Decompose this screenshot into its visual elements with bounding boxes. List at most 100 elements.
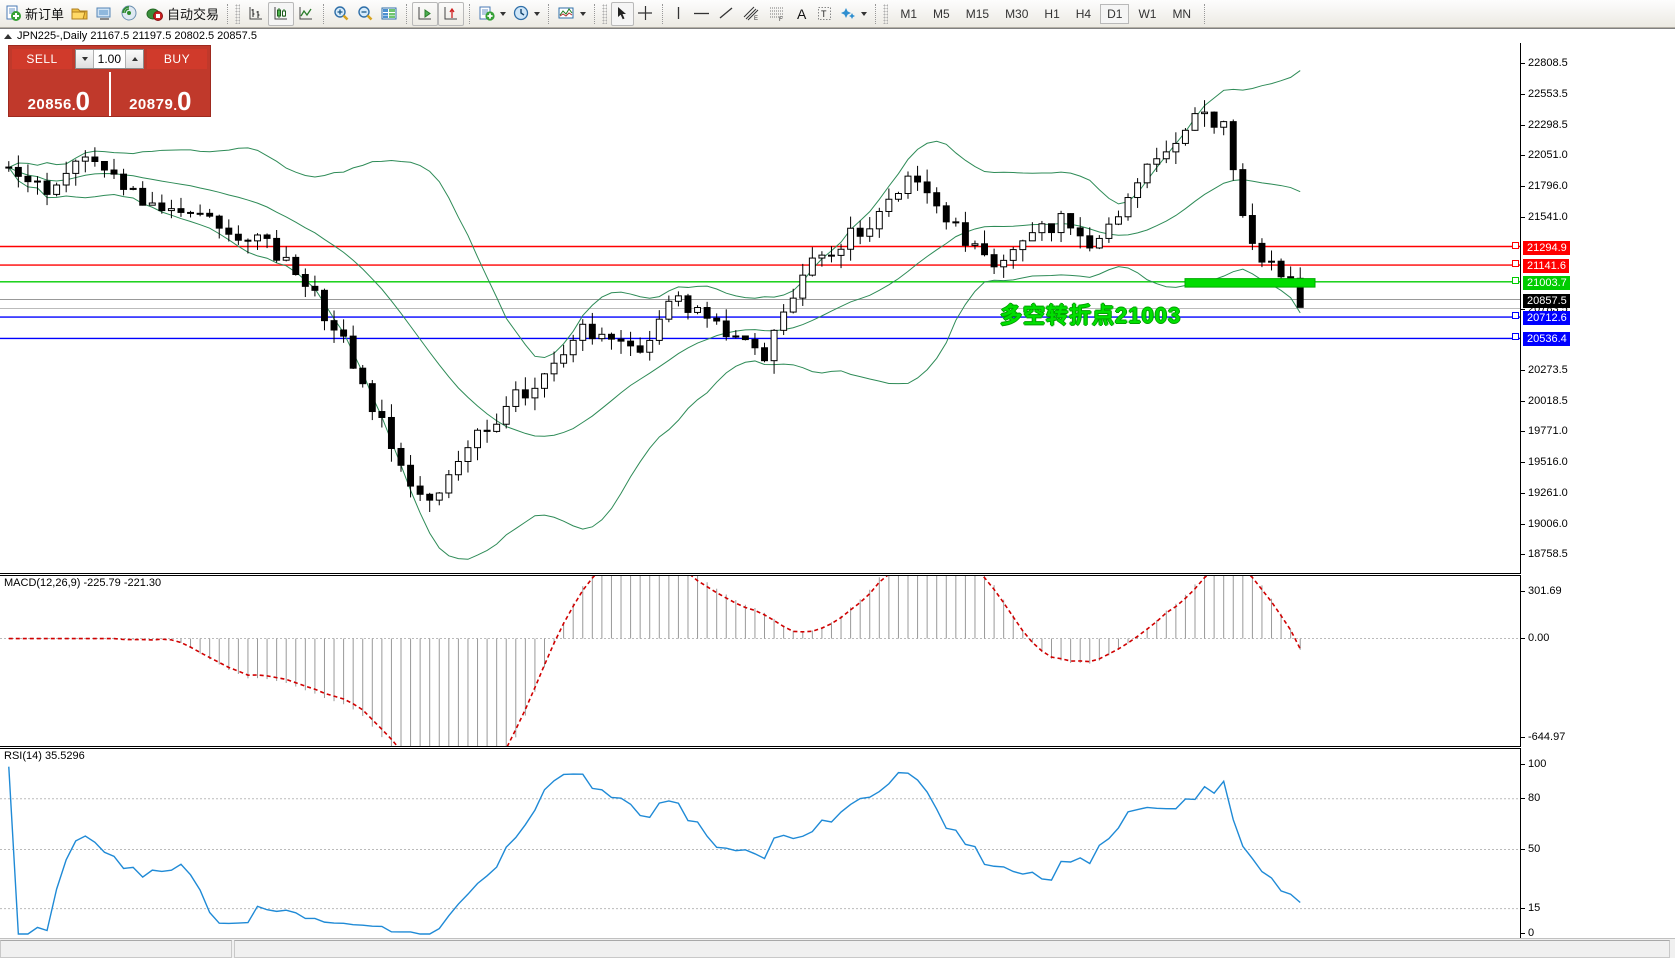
price-axis-tick: 20018.5 — [1521, 395, 1568, 407]
toolbar-separator — [662, 3, 664, 24]
volume-dropdown-button[interactable] — [76, 50, 94, 68]
chevron-down-icon[interactable] — [534, 11, 541, 16]
status-bar — [0, 938, 1675, 958]
zoom-out-button[interactable] — [353, 2, 377, 26]
chevron-down-icon — [81, 57, 88, 61]
timeframe-m5-button[interactable]: M5 — [933, 6, 950, 21]
timeframe-w1-button[interactable]: W1 — [1138, 6, 1157, 21]
price-level-badge[interactable]: 21003.7 — [1523, 275, 1570, 290]
macd-scale[interactable]: 301.69 0.00 -644.97 — [1520, 575, 1675, 747]
terminal-button[interactable] — [92, 2, 117, 26]
price-level-badge[interactable]: 20712.6 — [1523, 311, 1570, 326]
level-handle[interactable] — [1512, 312, 1519, 320]
folder-button[interactable] — [67, 2, 92, 26]
periods-button[interactable] — [509, 2, 543, 26]
fibonacci-button[interactable]: F — [765, 2, 790, 26]
crosshair-button[interactable] — [634, 2, 657, 26]
toolbar-separator — [875, 3, 877, 24]
horizontal-line-button[interactable] — [689, 2, 714, 26]
timeframe-m1-button[interactable]: M1 — [900, 6, 918, 21]
price-axis-tick: 22051.0 — [1521, 149, 1568, 161]
timeframe-d1-button[interactable]: D1 — [1100, 3, 1130, 24]
equidistant-channel-button[interactable]: E — [739, 2, 765, 26]
buy-button[interactable]: BUY — [147, 49, 207, 69]
indicators-icon — [557, 5, 576, 22]
objects-button[interactable] — [836, 2, 870, 26]
buy-price[interactable]: 20879 . 0 — [111, 72, 211, 116]
volume-value[interactable]: 1.00 — [97, 52, 121, 66]
octp-prices: 20856 . 0 20879 . 0 — [9, 72, 210, 116]
rsi-scale[interactable]: 100 80 50 15 0 — [1520, 748, 1675, 947]
chart-title-bar: JPN225-,Daily 21167.5 21197.5 20802.5 20… — [0, 29, 257, 43]
chevron-down-icon[interactable] — [500, 11, 507, 16]
price-level-badge[interactable]: 21141.6 — [1523, 259, 1569, 274]
line-chart-button[interactable] — [294, 2, 318, 26]
rsi-axis-tick: 50 — [1521, 843, 1540, 855]
timeframe-mn-button[interactable]: MN — [1172, 6, 1192, 21]
volume-stepper[interactable]: 1.00 — [75, 49, 144, 69]
zoom-in-button[interactable] — [329, 2, 353, 26]
price-level-badge[interactable]: 21294.9 — [1523, 240, 1570, 255]
vertical-line-button[interactable] — [668, 2, 689, 26]
chevron-up-icon — [131, 57, 138, 61]
toolbar-separator — [1204, 3, 1206, 24]
level-handle[interactable] — [1512, 260, 1519, 268]
text-label-button[interactable]: T — [813, 2, 836, 26]
shift-chart-button[interactable] — [412, 1, 439, 26]
toolbar-gripper[interactable] — [602, 3, 608, 24]
chevron-down-icon[interactable] — [580, 11, 587, 16]
macd-axis-tick: 301.69 — [1521, 585, 1562, 597]
templates-button[interactable] — [475, 2, 509, 26]
text-label-icon: T — [816, 5, 833, 22]
macd-pane[interactable]: MACD(12,26,9) -225.79 -221.30 — [0, 575, 1520, 747]
timeframe-h1-button[interactable]: H1 — [1044, 6, 1060, 21]
volume-increase-button[interactable] — [125, 50, 143, 68]
new-order-button[interactable]: 新订单 — [2, 2, 67, 26]
autotrading-button[interactable]: 自动交易 — [142, 2, 222, 26]
price-level-badge[interactable]: 20857.5 — [1523, 293, 1570, 308]
signals-button[interactable] — [117, 2, 142, 26]
text-button[interactable]: A — [790, 2, 813, 26]
zoom-in-icon — [332, 5, 350, 22]
timeframe-m15-button[interactable]: M15 — [965, 6, 990, 21]
toolbar-gripper[interactable] — [883, 3, 889, 24]
bar-chart-button[interactable] — [244, 2, 268, 26]
grid-button[interactable] — [377, 2, 401, 26]
timeframe-m30-button[interactable]: M30 — [1005, 6, 1029, 21]
level-handle[interactable] — [1512, 333, 1519, 341]
trendline-button[interactable] — [714, 2, 739, 26]
price-pane[interactable]: 多空转折点21003 — [0, 43, 1520, 574]
autoscroll-button[interactable] — [438, 1, 465, 26]
candlestick-chart-button[interactable] — [268, 1, 295, 26]
autotrading-label: 自动交易 — [167, 7, 220, 22]
collapse-triangle-icon[interactable] — [4, 33, 12, 39]
price-axis-tick: 22808.5 — [1521, 57, 1568, 69]
chevron-down-icon[interactable] — [861, 11, 868, 16]
toolbar-gripper[interactable] — [235, 3, 241, 24]
macd-axis-tick: -644.97 — [1521, 731, 1565, 743]
svg-text:E: E — [754, 16, 758, 22]
autotrading-icon — [145, 5, 164, 22]
toolbar-separator — [323, 3, 325, 24]
shift-chart-icon — [416, 5, 434, 22]
price-scale[interactable]: 22808.5 22553.5 22298.5 22051.0 21796.0 21541… — [1520, 43, 1675, 574]
clock-icon — [512, 5, 530, 22]
sell-button[interactable]: SELL — [12, 49, 72, 69]
cursor-button[interactable] — [611, 1, 635, 26]
cursor-icon — [615, 5, 630, 22]
buy-price-fraction: 0 — [176, 85, 192, 116]
one-click-trading-panel[interactable]: SELL 1.00 BUY 20856 . 0 20879 . — [8, 45, 211, 117]
timeframe-h4-button[interactable]: H4 — [1075, 6, 1092, 21]
price-axis-tick: 21796.0 — [1521, 180, 1568, 192]
price-level-badge[interactable]: 20536.4 — [1523, 332, 1570, 347]
level-handle[interactable] — [1512, 241, 1519, 249]
indicators-button[interactable] — [554, 2, 589, 26]
sell-price[interactable]: 20856 . 0 — [9, 72, 109, 116]
rsi-axis-tick: 100 — [1521, 758, 1546, 770]
svg-text:F: F — [779, 17, 783, 22]
chart-window: JPN225-,Daily 21167.5 21197.5 20802.5 20… — [0, 28, 1675, 958]
sell-price-fraction: 0 — [75, 85, 90, 116]
price-axis-tick: 20273.5 — [1521, 364, 1568, 376]
level-handle[interactable] — [1512, 276, 1519, 284]
rsi-pane[interactable]: RSI(14) 35.5296 — [0, 748, 1520, 947]
